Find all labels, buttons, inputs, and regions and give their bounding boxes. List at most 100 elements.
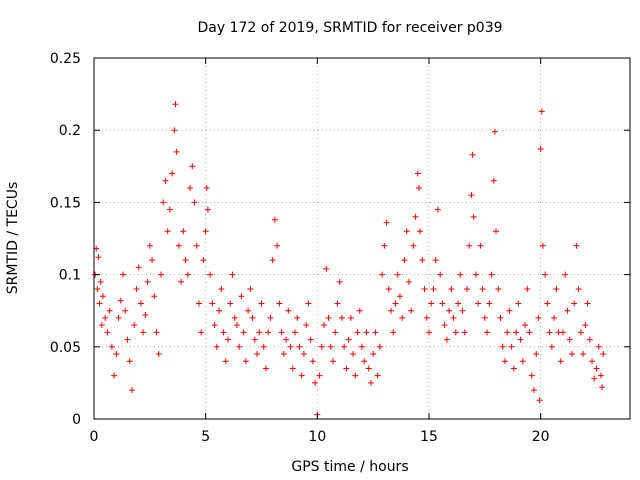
data-point [446, 307, 453, 314]
data-point [470, 213, 477, 220]
data-point [439, 300, 446, 307]
x-axis-title: GPS time / hours [291, 459, 408, 475]
data-point [200, 257, 207, 264]
data-point [401, 257, 408, 264]
data-point [140, 329, 147, 336]
data-point [247, 286, 254, 293]
data-point [209, 300, 216, 307]
data-point [426, 329, 432, 336]
data-point [233, 322, 240, 329]
data-point [546, 329, 553, 336]
data-point [131, 322, 138, 329]
data-point [472, 271, 479, 278]
data-point [510, 365, 517, 372]
data-point [193, 242, 200, 249]
data-point [231, 314, 238, 321]
data-point [356, 307, 363, 314]
data-point [450, 314, 457, 321]
data-point [459, 307, 466, 314]
data-point [108, 343, 115, 350]
data-point [298, 372, 305, 379]
data-point [149, 257, 156, 264]
data-point [283, 336, 290, 343]
data-point [171, 127, 178, 134]
data-point [160, 199, 167, 206]
data-point [98, 322, 105, 329]
data-point [495, 286, 502, 293]
data-point [410, 242, 417, 249]
data-point [153, 329, 160, 336]
data-point [254, 351, 261, 358]
data-point [490, 177, 497, 184]
data-point [236, 343, 243, 350]
data-point [548, 343, 555, 350]
data-point [573, 242, 580, 249]
data-point [329, 358, 336, 365]
x-tick-label: 20 [532, 429, 550, 445]
data-point [218, 286, 225, 293]
data-point [251, 336, 258, 343]
data-point [361, 358, 368, 365]
data-point [414, 170, 421, 177]
data-point [501, 358, 508, 365]
data-point [536, 397, 543, 404]
data-point [274, 242, 281, 249]
data-point [513, 329, 520, 336]
data-point [172, 101, 179, 108]
data-point [225, 336, 231, 343]
data-point [441, 322, 448, 329]
data-point [428, 300, 435, 307]
data-point [195, 300, 202, 307]
y-tick-label: 0.05 [50, 340, 81, 356]
data-point [271, 216, 278, 223]
data-point [207, 271, 214, 278]
data-point [477, 242, 484, 249]
data-point [187, 184, 194, 191]
data-point [300, 351, 307, 358]
data-point [421, 286, 428, 293]
data-point [376, 343, 383, 350]
data-point [551, 314, 558, 321]
data-point [122, 307, 129, 314]
data-point [457, 271, 464, 278]
data-point [370, 351, 377, 358]
data-point [97, 278, 104, 285]
data-point [347, 314, 354, 321]
data-point [542, 271, 549, 278]
data-points [92, 101, 607, 418]
data-point [434, 206, 441, 213]
data-point [158, 271, 164, 278]
data-point [584, 300, 591, 307]
data-point [216, 307, 223, 314]
data-point [222, 358, 229, 365]
chart-title: Day 172 of 2019, SRMTID for receiver p03… [197, 20, 502, 36]
data-point [229, 271, 236, 278]
data-point [135, 264, 142, 271]
data-point [417, 228, 424, 235]
data-point [269, 257, 276, 264]
data-point [240, 329, 247, 336]
data-point [591, 375, 598, 382]
data-point [316, 372, 323, 379]
data-point [526, 329, 533, 336]
data-point [484, 329, 491, 336]
data-point [285, 307, 292, 314]
data-point [334, 300, 341, 307]
data-point [318, 343, 325, 350]
data-point [519, 358, 526, 365]
data-point [399, 314, 406, 321]
data-point [461, 329, 468, 336]
data-point [553, 286, 560, 293]
data-point [144, 278, 151, 285]
data-point [535, 314, 542, 321]
data-point [267, 314, 274, 321]
data-point [595, 343, 602, 350]
data-point [265, 329, 272, 336]
data-point [151, 293, 158, 300]
data-point [260, 343, 267, 350]
plot-frame [93, 57, 631, 420]
data-point [296, 343, 303, 350]
data-point [99, 293, 106, 300]
